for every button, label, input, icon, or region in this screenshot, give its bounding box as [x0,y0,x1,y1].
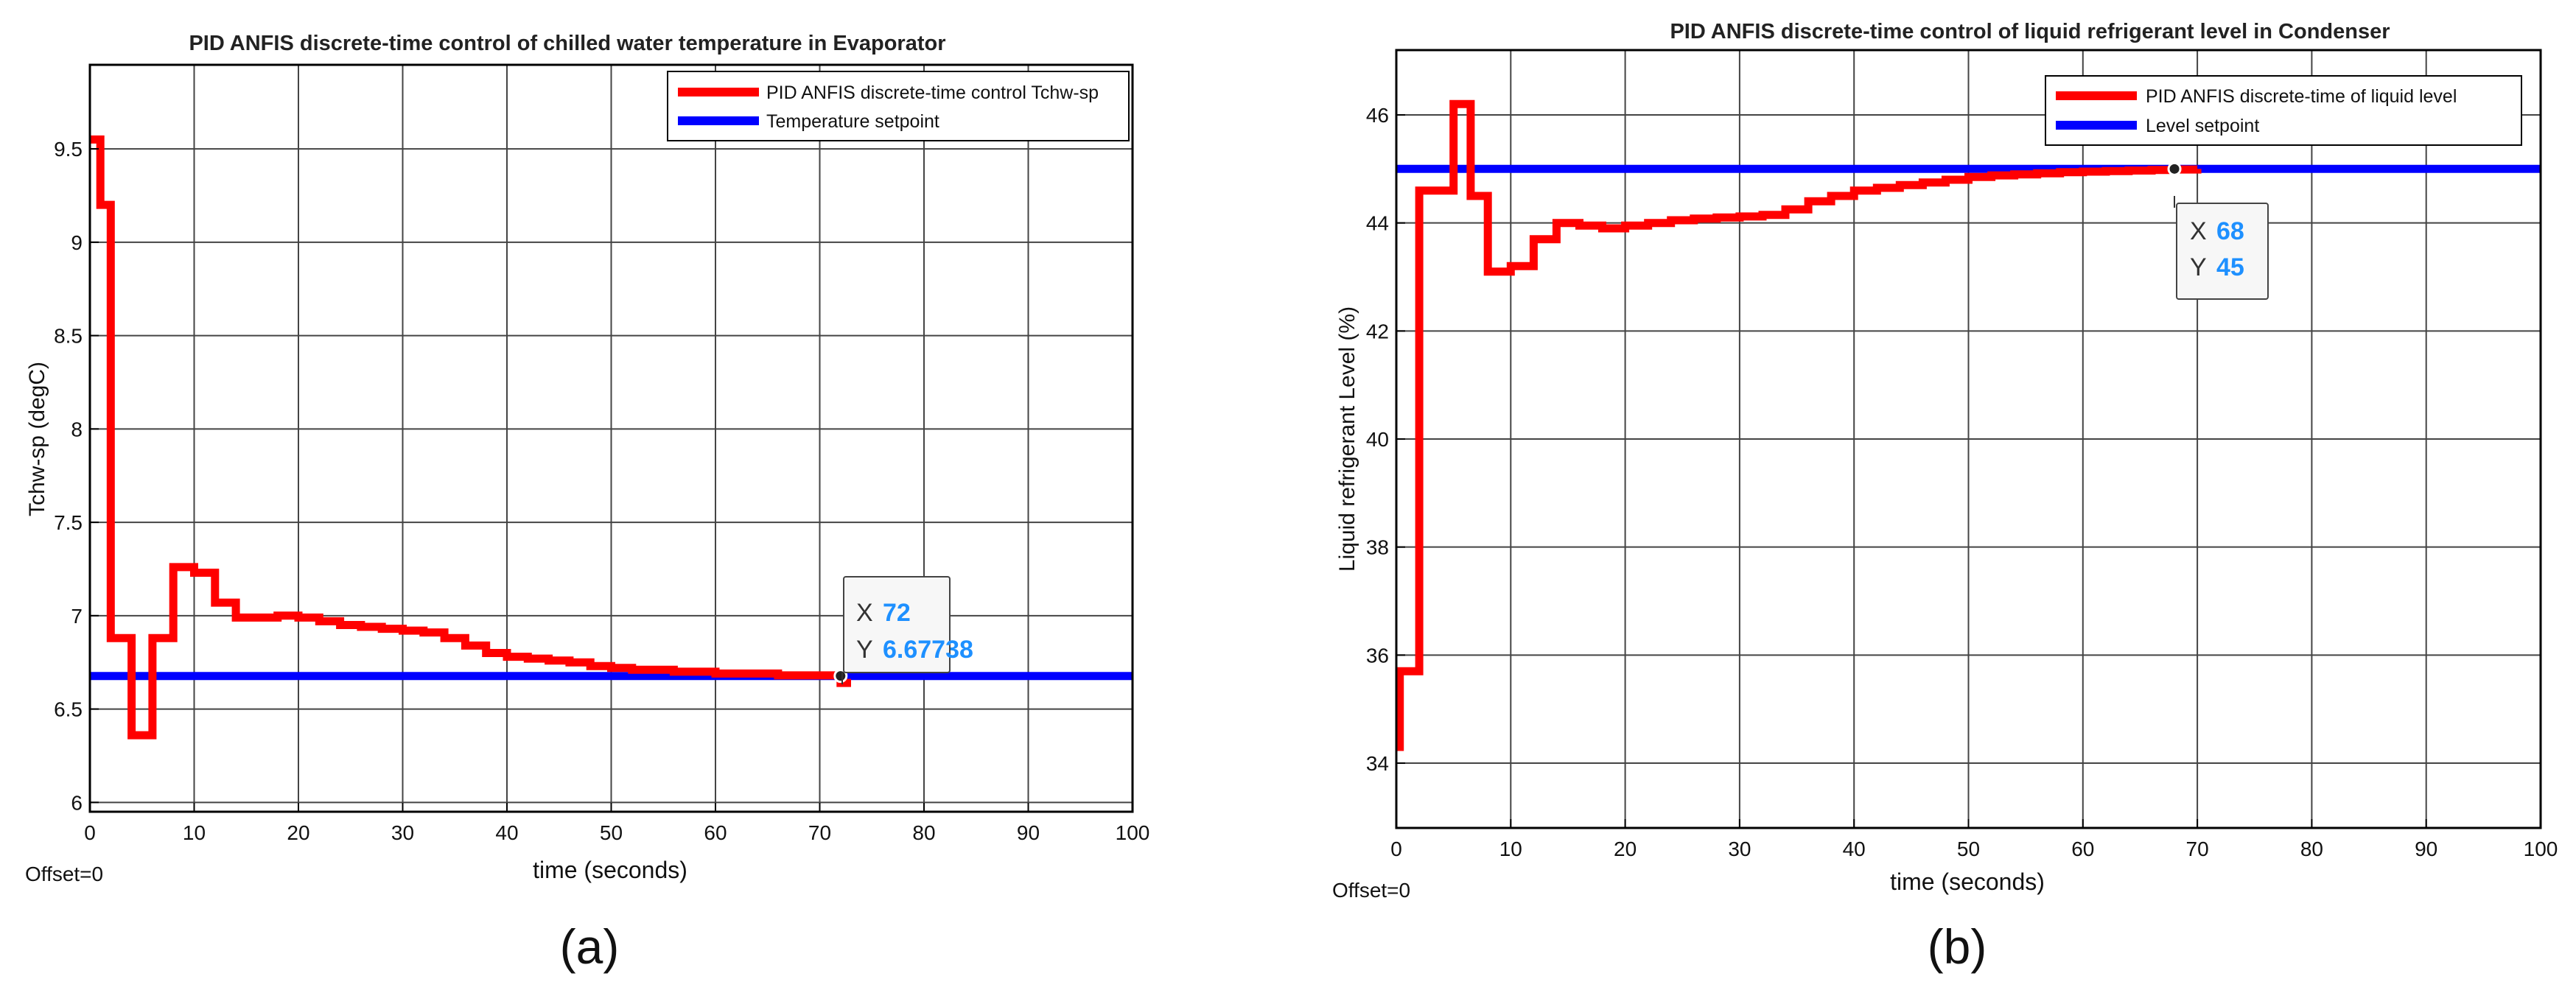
chart-b-panel-label: (b) [1928,919,1987,974]
chart-a-panel-label: (a) [560,919,620,974]
chart-b-ticks: 0 10 20 30 40 50 60 70 80 90 100 34 36 38 40 42 44 46 [1366,104,2558,860]
chart-b-ytick-label: 38 [1366,536,1389,559]
chart-b-datatip[interactable]: X 68 Y 45 [2174,196,2269,300]
chart-a-datatip-y-value: 6.67738 [883,636,973,664]
chart-b-ytick-label: 42 [1366,320,1389,343]
chart-a-datatip[interactable]: X 72 Y 6.67738 [841,576,973,684]
chart-b-xtick-label: 90 [2415,838,2437,860]
chart-a-ytick-label: 8 [71,418,83,440]
chart-a-datatip-marker[interactable] [833,669,848,684]
chart-b-ytick-label: 34 [1366,752,1389,775]
chart-a-ytick-label: 7 [71,605,83,628]
chart-b-legend-label-2: Level setpoint [2146,116,2259,136]
chart-b-datatip-x-label: X [2190,217,2207,245]
chart-a-series-1-line [90,135,851,740]
chart-a-datatip-box [843,576,951,673]
chart-b-legend-box [2045,75,2522,146]
chart-a-xtick-label: 70 [808,821,831,844]
chart-a-xtick-label: 90 [1017,821,1040,844]
chart-b-ylabel: Liquid refrigerant Level (%) [1335,306,1359,572]
chart-b-xtick-label: 30 [1728,838,1751,860]
chart-b-legend[interactable]: PID ANFIS discrete-time of liquid level … [2045,75,2522,146]
chart-a-xtick-label: 50 [600,821,623,844]
chart-b-ytick-label: 40 [1366,428,1389,451]
chart-a-legend[interactable]: PID ANFIS discrete-time control Tchw-sp … [667,71,1130,141]
chart-a-xtick-label: 100 [1116,821,1150,844]
chart-b: PID ANFIS discrete-time control of liqui… [1332,20,2558,974]
chart-a-title: PID ANFIS discrete-time control of chill… [189,32,945,55]
chart-b-xtick-label: 100 [2524,838,2558,860]
chart-a-xtick-label: 30 [391,821,414,844]
chart-b-legend-label-1: PID ANFIS discrete-time of liquid level [2146,86,2457,107]
chart-a-ytick-label: 7.5 [54,511,83,534]
chart-a-xtick-label: 80 [912,821,935,844]
chart-a-grid [90,65,1133,812]
chart-b-datatip-marker[interactable] [2167,161,2182,176]
chart-b-datatip-box [2176,203,2269,300]
chart-b-xtick-label: 20 [1614,838,1637,860]
chart-b-datatip-x-value: 68 [2216,217,2244,245]
chart-b-datatip-y-label: Y [2190,253,2207,281]
chart-b-xtick-label: 40 [1843,838,1866,860]
chart-a-ytick-label: 9 [71,231,83,254]
chart-a-xtick-label: 0 [84,821,96,844]
chart-a-xtick-label: 10 [183,821,206,844]
chart-a-datatip-x-value: 72 [883,599,911,627]
chart-b-xtick-label: 70 [2186,838,2209,860]
chart-b-xtick-label: 60 [2071,838,2094,860]
chart-a-ytick-label: 9.5 [54,138,83,161]
chart-a-xtick-label: 40 [495,821,518,844]
chart-b-offset: Offset=0 [1332,879,1410,902]
chart-b-datatip-y-value: 45 [2216,253,2244,281]
chart-a-datatip-x-label: X [856,599,873,627]
chart-a-legend-label-2: Temperature setpoint [766,111,939,132]
chart-a-ylabel: Tchw-sp (degC) [25,362,49,516]
chart-a-ytick-label: 6.5 [54,698,83,721]
chart-b-xlabel: time (seconds) [1890,868,2045,895]
chart-b-xtick-label: 80 [2300,838,2323,860]
chart-a-offset: Offset=0 [25,863,103,885]
chart-a-series [90,135,1133,740]
chart-b-xtick-label: 10 [1499,838,1522,860]
chart-a-ticks: 0 10 20 30 40 50 60 70 80 90 100 6 6.5 7 7.5 8 8.5 9 9.5 [54,138,1149,844]
chart-b-ytick-label: 46 [1366,104,1389,127]
chart-b-ytick-label: 36 [1366,644,1389,667]
chart-a-datatip-y-label: Y [856,636,873,664]
chart-b-series-1-line [1396,99,2202,751]
chart-b-ytick-label: 44 [1366,212,1389,235]
chart-a: PID ANFIS discrete-time control of chill… [25,32,1149,974]
chart-a-legend-label-1: PID ANFIS discrete-time control Tchw-sp [766,82,1099,103]
chart-b-xtick-label: 0 [1390,838,1402,860]
chart-a-ytick-label: 6 [71,791,83,814]
chart-b-series [1396,99,2541,751]
chart-a-xtick-label: 20 [287,821,309,844]
chart-a-xlabel: time (seconds) [533,857,687,883]
chart-a-ytick-label: 8.5 [54,325,83,348]
chart-a-legend-box [667,71,1130,141]
chart-b-xtick-label: 50 [1957,838,1980,860]
chart-a-xtick-label: 60 [704,821,727,844]
chart-b-title: PID ANFIS discrete-time control of liqui… [1670,20,2390,43]
